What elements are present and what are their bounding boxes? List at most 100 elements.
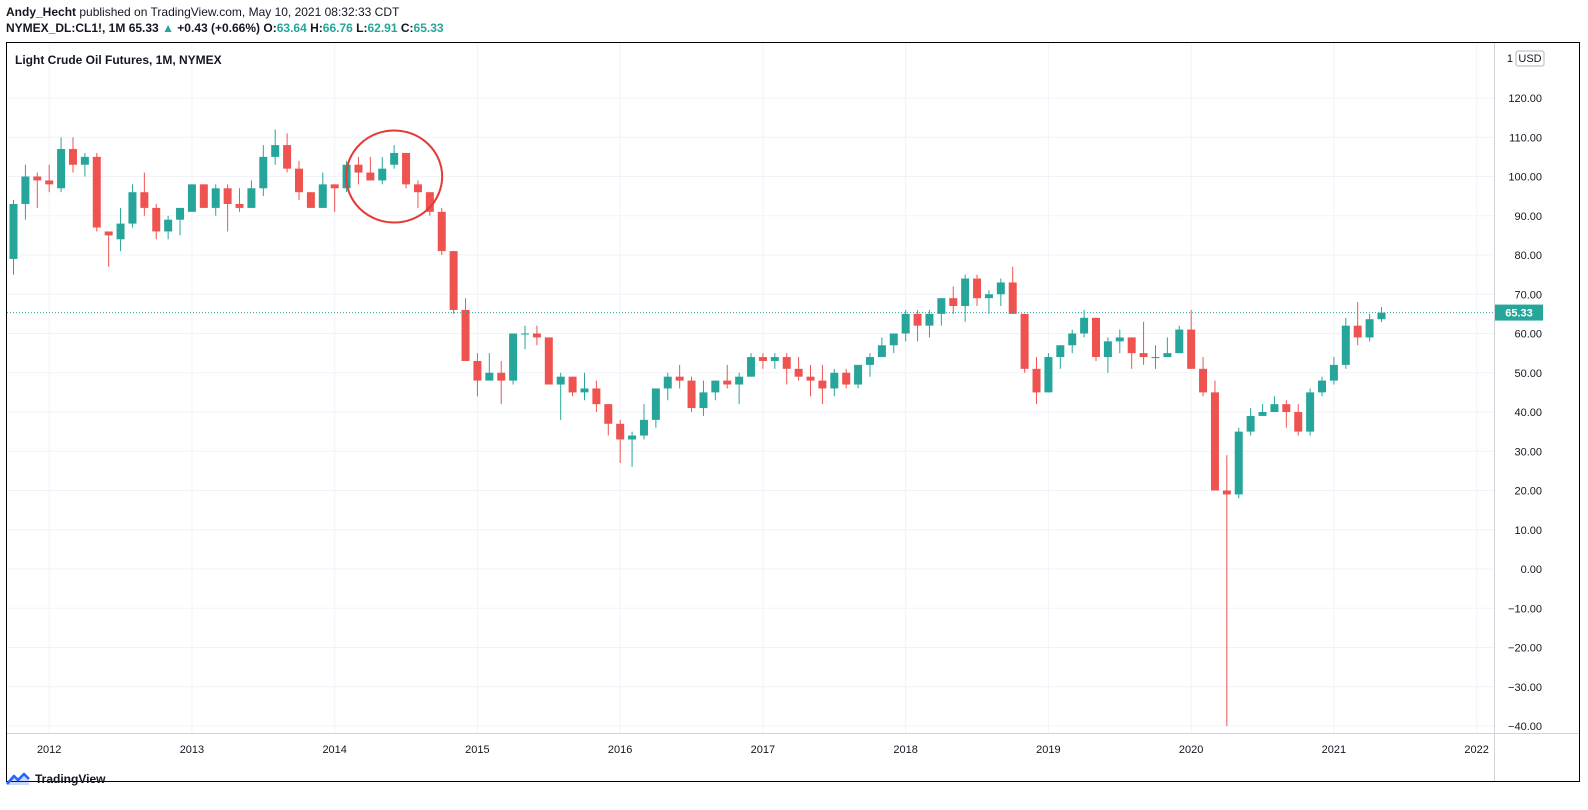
candle-body (663, 376, 672, 389)
candle (1318, 376, 1327, 397)
candle-body (402, 152, 411, 185)
candle-body (1353, 325, 1362, 338)
candle-body (521, 333, 530, 335)
candle (45, 164, 54, 193)
candle (449, 251, 458, 314)
candle-body (675, 376, 684, 381)
candle-body (1365, 319, 1374, 338)
candle (1068, 329, 1077, 354)
candle (949, 286, 958, 314)
low-label: L: (356, 21, 368, 35)
candle (889, 333, 898, 354)
candle (699, 380, 708, 416)
candle-body (318, 184, 327, 208)
candle (747, 353, 756, 377)
candle (461, 298, 470, 361)
y-tick-label: 100.00 (1508, 172, 1542, 184)
candle (235, 188, 244, 212)
candle (1258, 404, 1267, 416)
symbol-label: NYMEX_DL:CL1!, 1M (6, 21, 126, 35)
candle (1282, 400, 1291, 428)
candle-body (592, 388, 601, 405)
candle (413, 180, 422, 208)
y-tick-label: −40.00 (1508, 721, 1542, 733)
candle (723, 364, 732, 389)
candle-body (687, 380, 696, 409)
price-change: +0.43 (+0.66%) (177, 21, 261, 35)
tradingview-brand[interactable]: TradingView (35, 772, 106, 786)
candle-body (949, 298, 958, 307)
candle (128, 184, 137, 228)
candle (473, 353, 482, 397)
candle (21, 164, 30, 220)
candle (1091, 317, 1100, 361)
candle-body (1115, 337, 1124, 342)
annotation-layer (345, 129, 444, 224)
candle (973, 274, 982, 307)
candle-body (235, 203, 244, 208)
candle-body (961, 278, 970, 307)
candle-body (1103, 341, 1112, 358)
candle (366, 156, 375, 181)
time-axis[interactable]: 2012 2013 2014 2015 2016 2017 2018 2019 2020 2021… (37, 744, 1489, 756)
candle (1294, 404, 1303, 436)
candle-body (996, 282, 1005, 295)
x-tick-label: 2012 (37, 744, 61, 756)
candle (687, 376, 696, 412)
candle (984, 290, 993, 314)
candle-body (354, 164, 363, 173)
candle-body (1032, 368, 1041, 393)
candle-body (651, 388, 660, 420)
candle (485, 353, 494, 381)
candle-body (199, 184, 208, 208)
candle (1103, 337, 1112, 373)
candle (176, 207, 185, 236)
candle (354, 156, 363, 185)
candle (271, 129, 280, 165)
candle-body (1139, 353, 1148, 358)
candle (509, 333, 518, 385)
price-axis[interactable]: 120.00110.00100.0090.0080.0070.0060.0050… (1495, 50, 1545, 733)
tradingview-logo-icon[interactable] (6, 772, 30, 786)
price-chart[interactable]: 120.00110.00100.0090.0080.0070.0060.0050… (7, 43, 1579, 781)
last-price-badge (1495, 304, 1543, 321)
candle (1008, 266, 1017, 314)
candle-body (889, 333, 898, 346)
currency-badge[interactable] (1515, 50, 1545, 67)
candle-body (92, 156, 101, 228)
candle (1306, 388, 1315, 436)
candle-body (116, 223, 125, 240)
candle (842, 368, 851, 389)
candle-body (473, 360, 482, 381)
candle-body (283, 145, 292, 169)
candle (521, 325, 530, 350)
x-tick-label: 2014 (322, 744, 346, 756)
open-value: 63.64 (276, 21, 307, 35)
candle (854, 364, 863, 389)
author-name[interactable]: Andy_Hecht (6, 5, 77, 19)
candle-body (104, 231, 113, 236)
candle-body (509, 333, 518, 381)
candle-body (1127, 337, 1136, 354)
y-tick-label: 80.00 (1514, 250, 1542, 262)
scale-label[interactable]: 1 (1507, 53, 1513, 65)
annotation-circle[interactable] (345, 129, 444, 224)
candle-body (1222, 490, 1231, 495)
candle-body (485, 372, 494, 381)
candle-body (366, 172, 375, 181)
candle-body (247, 188, 256, 208)
y-tick-label: 30.00 (1514, 446, 1542, 458)
candle-body (865, 357, 874, 365)
candle (1234, 427, 1243, 499)
candle (1139, 321, 1148, 365)
high-value: 66.76 (322, 21, 353, 35)
candle-body (306, 192, 315, 208)
candle-body (461, 309, 470, 361)
candle (57, 137, 66, 193)
currency-label: USD (1518, 53, 1541, 65)
candle-body (259, 156, 268, 189)
x-tick-label: 2015 (465, 744, 489, 756)
candle-body (187, 184, 196, 212)
candle-body (925, 313, 934, 326)
candle-body (294, 168, 303, 193)
